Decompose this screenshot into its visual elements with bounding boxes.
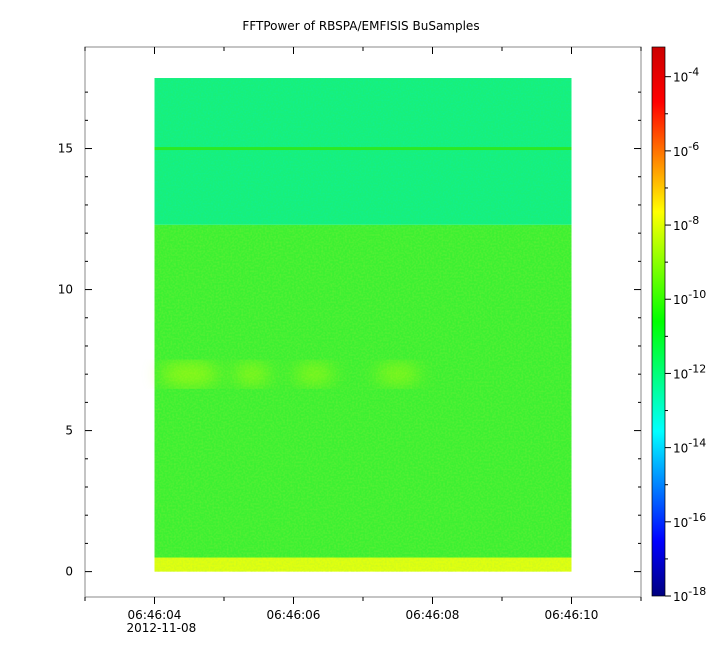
- spectrogram-texture: [154, 557, 572, 572]
- colorbar-tick-exponent: -12: [688, 362, 706, 375]
- enhancement-blob: [233, 364, 270, 385]
- colorbar-tick-label: 10-16: [673, 511, 706, 530]
- colorbar-tick-base: 10: [673, 590, 688, 604]
- colorbar-tick-base: 10: [673, 293, 688, 307]
- y-tick-label: 0: [65, 565, 73, 579]
- colorbar: [651, 46, 666, 597]
- colorbar-tick-label: 10-10: [673, 288, 706, 307]
- enhancement-blob: [159, 362, 220, 387]
- colorbar-tick-exponent: -10: [688, 288, 706, 301]
- colorbar-tick-base: 10: [673, 516, 688, 530]
- spectrogram-texture: [154, 78, 572, 225]
- chart-title: FFTPower of RBSPA/EMFISIS BuSamples: [242, 19, 479, 33]
- y-tick-label: 15: [58, 142, 73, 156]
- colorbar-tick-exponent: -8: [688, 214, 699, 227]
- colorbar-tick-label: 10-6: [673, 140, 699, 159]
- colorbar-tick-exponent: -4: [688, 66, 699, 79]
- enhancement-blob: [375, 365, 420, 384]
- enhancement-region: [159, 362, 420, 387]
- x-tick-label: 06:46:04: [128, 608, 182, 622]
- colorbar-tick-base: 10: [673, 71, 688, 85]
- x-tick-date: 2012-11-08: [127, 621, 197, 635]
- colorbar-tick-base: 10: [673, 442, 688, 456]
- y-axis: 0 5 10 15: [58, 91, 641, 579]
- enhancement-blob: [294, 365, 335, 384]
- spectrogram-image: [154, 78, 572, 572]
- colorbar-tick-label: 10-18: [673, 585, 706, 604]
- y-tick-label: 5: [65, 424, 73, 438]
- x-tick-label: 06:46:08: [406, 608, 460, 622]
- colorbar-tick-exponent: -16: [688, 511, 706, 524]
- x-tick-label: 06:46:10: [545, 608, 599, 622]
- y-tick-label: 10: [58, 283, 73, 297]
- colorbar-tick-label: 10-12: [673, 362, 706, 381]
- colorbar-tick-base: 10: [673, 145, 688, 159]
- colorbar-tick-label: 10-14: [673, 437, 706, 456]
- x-tick-label: 06:46:06: [267, 608, 321, 622]
- colorbar-tick-base: 10: [673, 219, 688, 233]
- colorbar-tick-label: 10-8: [673, 214, 699, 233]
- colorbar-tick-base: 10: [673, 367, 688, 381]
- spectral-line: [154, 147, 572, 151]
- colorbar-tick-exponent: -6: [688, 140, 699, 153]
- colorbar-tick-exponent: -18: [688, 585, 706, 598]
- colorbar-tick-exponent: -14: [688, 437, 706, 450]
- spectrogram-texture: [154, 224, 572, 558]
- colorbar-tick-label: 10-4: [673, 66, 699, 85]
